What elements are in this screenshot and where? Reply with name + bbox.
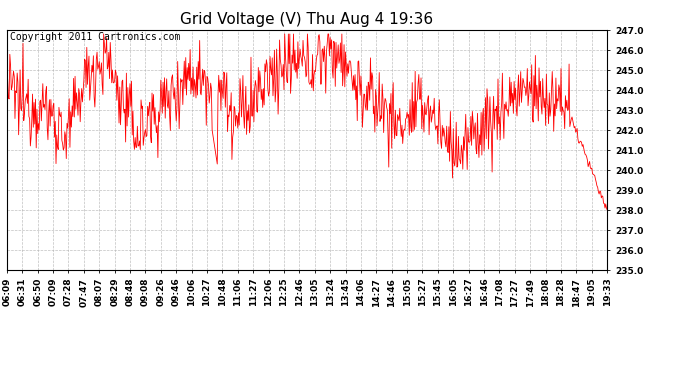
Text: Copyright 2011 Cartronics.com: Copyright 2011 Cartronics.com (10, 32, 180, 42)
Title: Grid Voltage (V) Thu Aug 4 19:36: Grid Voltage (V) Thu Aug 4 19:36 (181, 12, 433, 27)
